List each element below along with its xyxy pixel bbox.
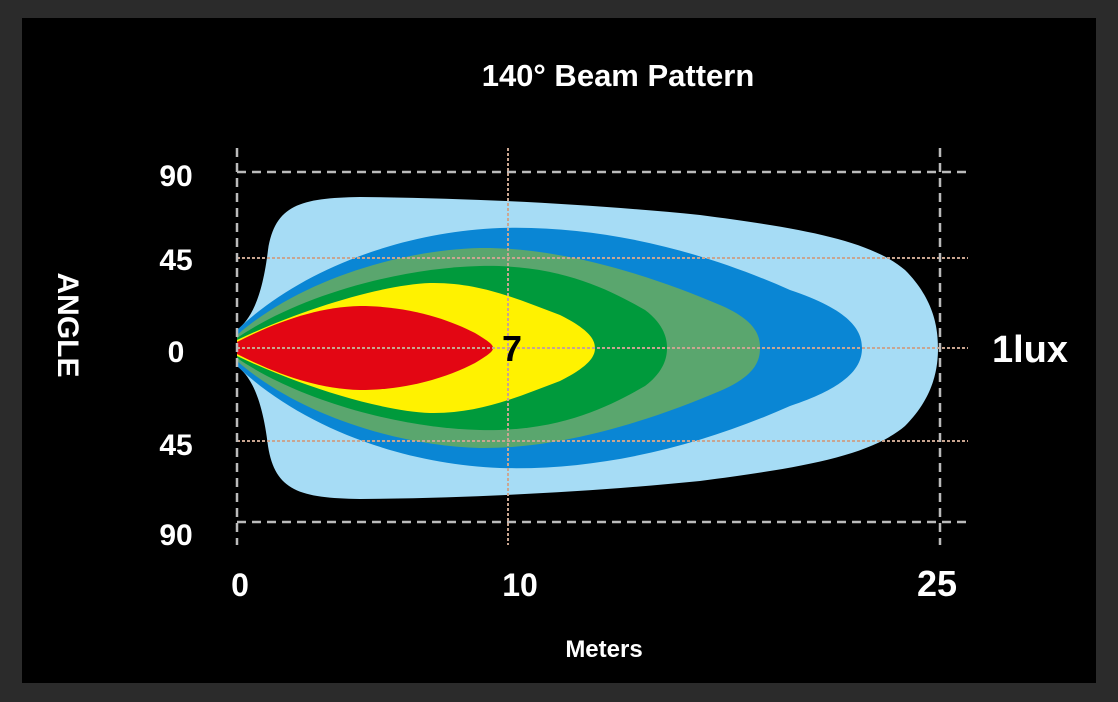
annotation-7: 7 — [502, 328, 522, 369]
annotation-1lux: 1lux — [992, 329, 1068, 371]
y-tick-label: 45 — [159, 244, 192, 277]
x-tick-label: 0 — [231, 567, 249, 603]
y-tick-label: 45 — [159, 429, 192, 462]
y-axis-label: ANGLE — [51, 273, 84, 378]
x-axis-label: Meters — [565, 636, 642, 663]
chart-title: 140° Beam Pattern — [482, 58, 755, 93]
x-tick-label: 10 — [502, 567, 538, 603]
y-tick-label: 0 — [168, 336, 185, 369]
y-tick-label: 90 — [159, 519, 192, 552]
y-tick-label: 90 — [159, 160, 192, 193]
x-tick-label: 25 — [917, 563, 957, 604]
